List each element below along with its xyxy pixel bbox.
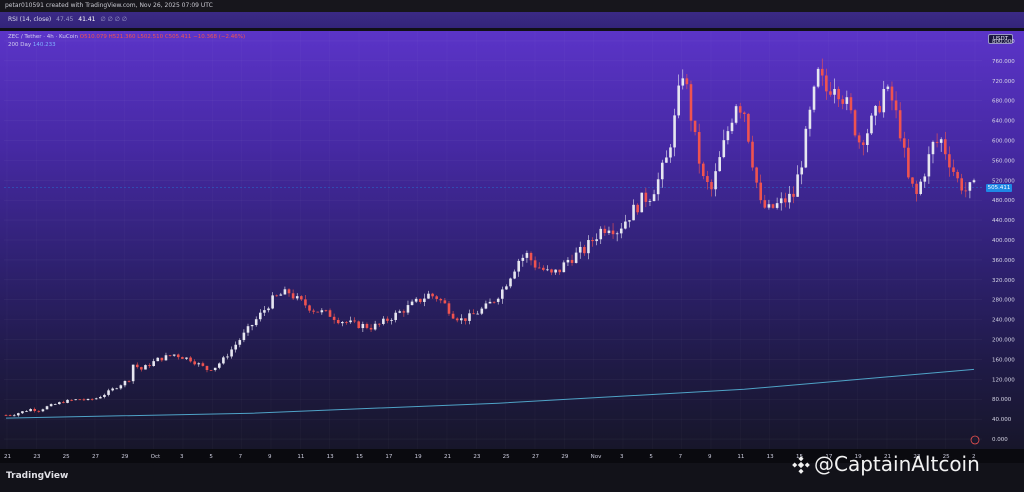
x-tick-label: 19: [415, 454, 422, 460]
x-tick-label: 5: [209, 454, 213, 460]
tradingview-logo[interactable]: TradingView: [6, 471, 68, 481]
rsi-dim-value: 47.45: [56, 16, 74, 23]
watermark-text: @CaptainAltcoin: [814, 452, 980, 476]
x-tick-label: 13: [767, 454, 774, 460]
x-tick-label: 11: [297, 454, 304, 460]
footer-bar: [0, 463, 1024, 492]
legend-close: C505.411: [164, 34, 192, 40]
x-tick-label: 25: [503, 454, 510, 460]
currency-badge[interactable]: USDT: [988, 34, 1014, 44]
tradingview-logo-text: TradingView: [6, 471, 69, 481]
rsi-placeholders: ∅ ∅ ∅ ∅: [100, 16, 128, 23]
x-tick-label: 23: [33, 454, 40, 460]
x-tick-label: 21: [4, 454, 11, 460]
x-tick-label: Nov: [591, 454, 602, 460]
watermark: @CaptainAltcoin: [814, 452, 980, 476]
x-tick-label: 7: [679, 454, 683, 460]
legend-open: O510.079: [79, 34, 107, 40]
x-tick-label: 5: [649, 454, 653, 460]
credit-bar: petar010591 created with TradingView.com…: [0, 0, 1024, 12]
x-tick-label: 27: [92, 454, 99, 460]
legend-low: L502.510: [137, 34, 164, 40]
ma-label[interactable]: 200 Day: [8, 42, 32, 48]
x-tick-label: 25: [63, 454, 70, 460]
x-tick-label: 29: [121, 454, 128, 460]
rsi-value: 41.41: [78, 16, 96, 23]
legend-high: H521.360: [108, 34, 136, 40]
current-price-label: 505.411: [986, 183, 1012, 192]
x-tick-label: 3: [620, 454, 624, 460]
x-tick-label: 23: [473, 454, 480, 460]
x-tick-label: 15: [356, 454, 363, 460]
x-tick-label: 3: [180, 454, 184, 460]
rsi-indicator-row[interactable]: RSI (14, close) 47.45 41.41 ∅ ∅ ∅ ∅: [0, 12, 1024, 28]
watermark-diamond-icon: [792, 456, 810, 474]
pane-separator[interactable]: [0, 28, 1024, 31]
credit-text: petar010591 created with TradingView.com…: [5, 2, 213, 9]
x-tick-label: 13: [327, 454, 334, 460]
x-tick-label: 7: [239, 454, 243, 460]
x-tick-label: Oct: [151, 454, 161, 460]
chart-legend: ZEC / Tether · 4h · KuCoin O510.079 H521…: [8, 33, 245, 49]
x-tick-label: 17: [385, 454, 392, 460]
x-tick-label: 9: [268, 454, 272, 460]
x-tick-label: 27: [532, 454, 539, 460]
legend-change: −10.368 (−2.46%): [193, 34, 246, 40]
ma-value: 140.233: [32, 42, 56, 48]
x-tick-label: 11: [737, 454, 744, 460]
chart-pane[interactable]: [0, 31, 1024, 449]
x-tick-label: 21: [444, 454, 451, 460]
legend-symbol[interactable]: ZEC / Tether · 4h · KuCoin: [8, 34, 79, 40]
x-tick-label: 9: [708, 454, 712, 460]
rsi-label: RSI (14, close): [8, 16, 52, 23]
x-tick-label: 29: [561, 454, 568, 460]
